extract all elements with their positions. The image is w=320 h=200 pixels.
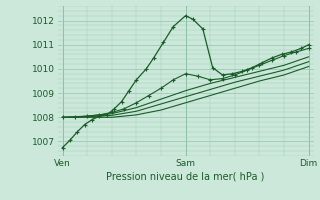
X-axis label: Pression niveau de la mer( hPa ): Pression niveau de la mer( hPa )	[107, 172, 265, 182]
